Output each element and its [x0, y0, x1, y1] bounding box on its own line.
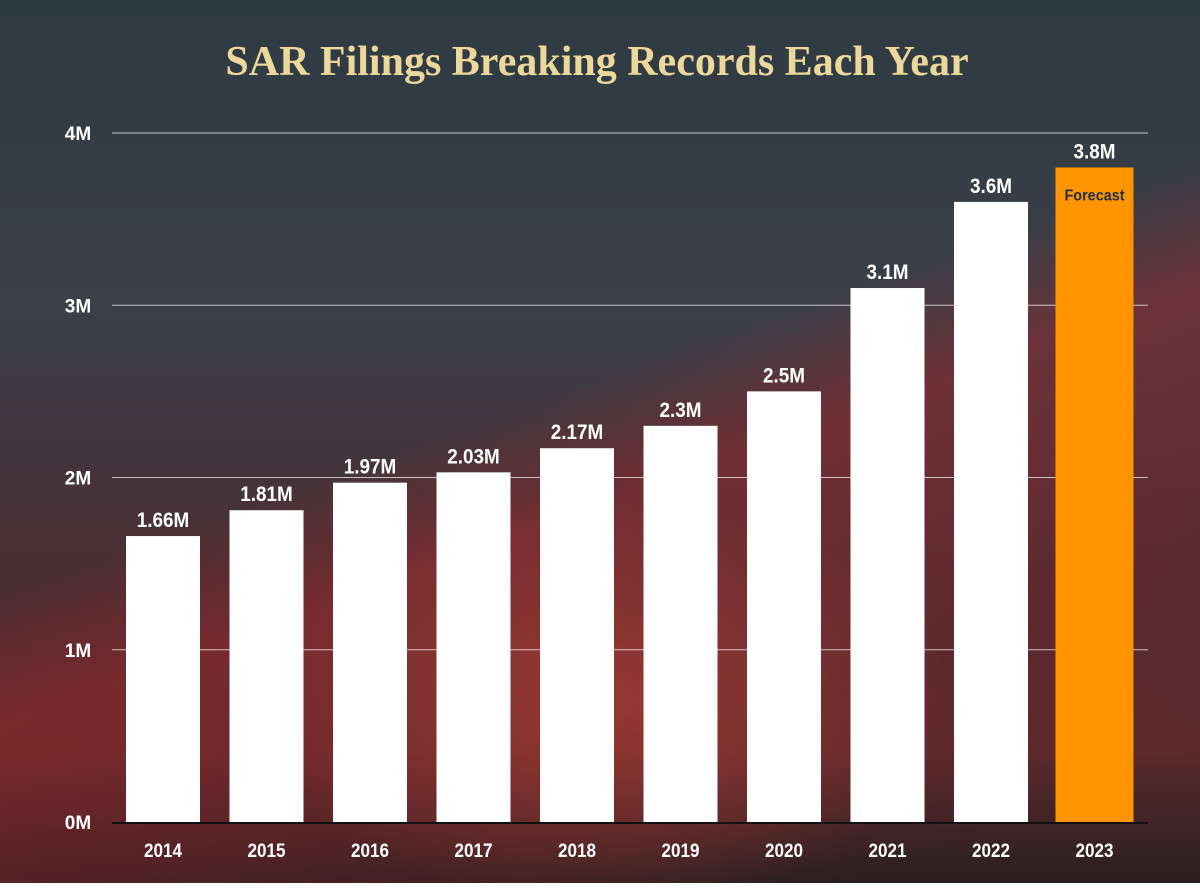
bar	[954, 201, 1028, 822]
bar	[643, 425, 718, 822]
x-tick-label: 2023	[1076, 841, 1114, 862]
bar	[333, 482, 407, 822]
x-tick-label: 2018	[558, 841, 596, 862]
x-tick-label: 2015	[248, 841, 286, 862]
data-label: 3.1M	[867, 261, 909, 284]
bar	[126, 536, 200, 822]
x-tick-label: 2016	[351, 841, 389, 862]
y-tick-label: 0M	[65, 813, 91, 834]
bar	[229, 510, 304, 822]
bar	[850, 288, 925, 822]
x-tick-label: 2022	[972, 841, 1010, 862]
data-label: 2.3M	[660, 399, 702, 422]
x-tick-label: 2021	[869, 841, 907, 862]
y-tick-label: 3M	[65, 296, 91, 317]
data-label: 2.03M	[447, 445, 500, 468]
y-tick-label: 1M	[65, 641, 91, 662]
data-label: 2.5M	[763, 364, 805, 387]
data-label: 2.17M	[551, 421, 604, 444]
x-tick-label: 2017	[455, 841, 493, 862]
bar	[540, 448, 614, 822]
x-tick-label: 2020	[765, 841, 803, 862]
y-tick-label: 2M	[65, 469, 91, 490]
data-label: 1.97M	[344, 456, 397, 479]
x-tick-label: 2019	[662, 841, 700, 862]
x-tick-label: 2014	[144, 841, 182, 862]
bar	[436, 472, 511, 822]
y-tick-label: 4M	[65, 124, 91, 145]
bar	[747, 391, 821, 822]
data-label: 1.81M	[240, 483, 293, 506]
chart-title: SAR Filings Breaking Records Each Year	[225, 39, 968, 85]
data-label: 3.6M	[970, 175, 1012, 198]
data-label: 1.66M	[137, 509, 190, 532]
forecast-annotation: Forecast	[1065, 187, 1126, 204]
data-label: 3.8M	[1074, 140, 1116, 163]
bar	[1055, 167, 1134, 822]
